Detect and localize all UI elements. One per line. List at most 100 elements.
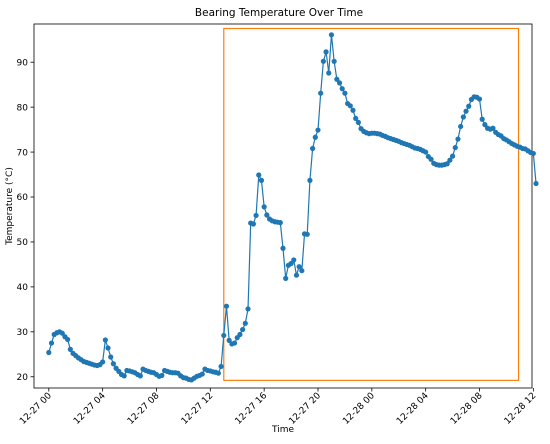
data-point <box>458 123 464 130</box>
y-tick-label: 50 <box>17 238 29 248</box>
data-point <box>218 363 224 370</box>
data-point <box>277 220 283 226</box>
plot-area <box>33 23 533 389</box>
data-point <box>280 245 286 251</box>
data-point <box>121 373 127 379</box>
x-tick-label: 12-27 00 <box>18 391 54 427</box>
data-point <box>347 103 353 109</box>
data-point <box>100 359 106 365</box>
data-point <box>326 70 332 76</box>
data-point <box>318 90 324 96</box>
data-point <box>304 231 310 237</box>
y-tick-label: 80 <box>17 103 29 113</box>
data-point <box>353 115 359 121</box>
data-point <box>299 268 305 274</box>
data-point <box>199 371 205 377</box>
data-point <box>105 345 111 351</box>
data-point <box>283 275 289 281</box>
data-point <box>449 153 456 159</box>
x-axis-title: Time <box>271 425 294 435</box>
data-point <box>428 156 434 162</box>
data-point <box>331 58 337 64</box>
data-point <box>293 272 300 278</box>
data-point <box>296 264 302 270</box>
data-point <box>110 361 117 367</box>
data-point <box>350 107 356 113</box>
data-point <box>479 116 485 122</box>
data-point <box>312 134 318 140</box>
data-point <box>46 349 52 356</box>
y-tick-label: 40 <box>17 283 29 293</box>
data-point <box>339 86 345 92</box>
data-point <box>530 150 536 157</box>
data-point <box>336 80 343 86</box>
data-point <box>250 221 256 227</box>
x-tick-label: 12-28 08 <box>449 391 485 427</box>
data-point <box>463 108 469 114</box>
data-point <box>261 204 267 210</box>
data-point <box>102 337 108 343</box>
data-point <box>476 96 483 102</box>
data-point <box>288 260 294 267</box>
data-point <box>460 114 466 120</box>
y-tick-label: 20 <box>17 373 29 383</box>
y-tick-label: 70 <box>17 148 29 158</box>
data-point <box>355 119 361 126</box>
data-point <box>231 340 238 346</box>
x-tick-label: 12-27 04 <box>72 391 108 427</box>
data-point <box>291 257 297 263</box>
data-point <box>242 320 248 326</box>
data-point <box>65 336 71 343</box>
x-tick-label: 12-27 08 <box>126 391 162 427</box>
series-markers <box>46 32 539 383</box>
data-point <box>264 212 270 218</box>
data-point <box>482 122 488 128</box>
x-tick-label: 12-28 12 <box>503 391 539 427</box>
data-point <box>323 49 329 55</box>
data-point <box>108 354 114 360</box>
x-tick-label: 12-27 20 <box>287 391 323 427</box>
data-point <box>307 177 313 183</box>
data-point <box>334 76 340 82</box>
data-point <box>215 370 221 376</box>
data-point <box>59 330 65 336</box>
data-point <box>444 161 450 167</box>
data-point <box>452 144 458 151</box>
data-point <box>221 332 227 339</box>
y-tick-label: 90 <box>17 58 29 68</box>
data-point <box>455 136 461 142</box>
y-axis-title: Temperature (°C) <box>5 167 15 246</box>
x-tick-label: 12-28 04 <box>395 391 431 427</box>
data-point <box>310 145 316 152</box>
data-point <box>159 372 165 379</box>
data-point <box>223 303 230 309</box>
data-point <box>320 58 326 64</box>
y-tick-label: 60 <box>17 193 29 203</box>
data-point <box>237 331 243 338</box>
data-point <box>423 149 429 155</box>
data-point <box>226 337 232 343</box>
data-point <box>137 373 143 379</box>
highlight-region <box>223 27 520 381</box>
data-point <box>328 32 335 38</box>
data-point <box>67 346 73 352</box>
data-point <box>533 180 539 187</box>
chart-title: Bearing Temperature Over Time <box>195 7 363 19</box>
data-point <box>490 125 496 131</box>
data-point <box>315 127 321 133</box>
data-point <box>48 340 55 346</box>
data-point <box>240 326 246 333</box>
data-point <box>342 90 348 96</box>
data-point <box>447 157 453 163</box>
x-tick-label: 12-27 12 <box>180 391 216 427</box>
x-tick-label: 12-27 16 <box>234 391 270 427</box>
x-tick-label: 12-28 00 <box>341 391 377 427</box>
data-point <box>256 172 262 178</box>
y-tick-label: 30 <box>17 328 29 338</box>
y-axis: 20 30 40 50 60 70 80 90 <box>17 58 34 383</box>
data-point <box>245 306 251 312</box>
data-point <box>253 212 259 219</box>
data-point <box>466 103 472 109</box>
